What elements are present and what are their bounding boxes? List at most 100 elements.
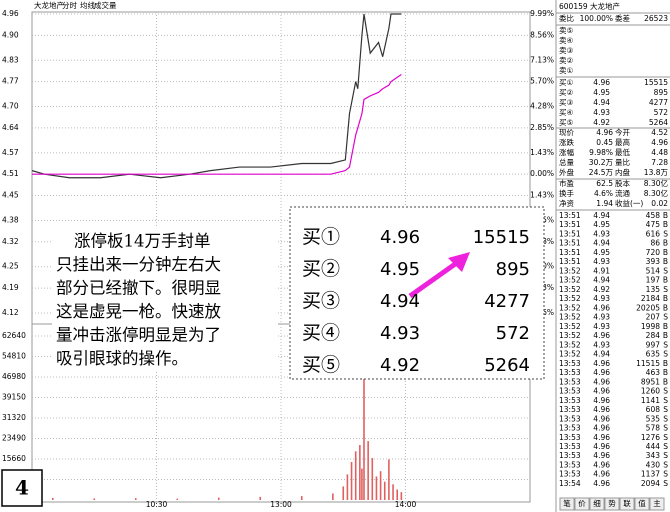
vol-tick-label: 23490 — [2, 434, 26, 443]
tick-side: S — [663, 414, 668, 423]
label: 外盘 — [559, 167, 574, 177]
pct-label: 9.99% — [530, 9, 554, 18]
tick-volume: 1141 — [641, 396, 660, 405]
tick-side: S — [663, 460, 668, 469]
tick-time: 13:52 — [559, 331, 581, 340]
bid-price: 4.93 — [380, 323, 420, 344]
volume-bar — [354, 451, 357, 500]
volume-bar — [51, 497, 54, 500]
tick-time: 13:52 — [559, 350, 581, 359]
tick-volume: 608 — [646, 405, 661, 414]
bid-volume: 572 — [654, 108, 669, 117]
vol-tick-label: 62640 — [2, 331, 26, 340]
tab-label[interactable]: 主 — [653, 498, 661, 508]
volume-bar — [332, 493, 334, 500]
tick-side: B — [663, 276, 668, 285]
tick-volume: 86 — [650, 239, 660, 248]
tab-label[interactable]: 联 — [623, 499, 631, 508]
tick-time: 13:51 — [559, 248, 581, 257]
tick-price: 4.96 — [593, 377, 610, 386]
volume-bar — [346, 474, 349, 500]
label: 收益(一) — [615, 198, 643, 208]
tab[interactable] — [589, 497, 605, 511]
tick-price: 4.96 — [593, 479, 610, 488]
tick-price: 4.96 — [593, 396, 610, 405]
value: 1.94 — [596, 199, 613, 208]
tab-label[interactable]: 细 — [593, 498, 601, 508]
ask-label: 卖③ — [559, 46, 573, 55]
tick-time: 13:52 — [559, 313, 581, 322]
tick-volume: 284 — [646, 331, 661, 340]
tick-volume: 616 — [646, 229, 661, 238]
tick-side: B — [663, 294, 668, 303]
value: 30.2万 — [589, 158, 614, 167]
tab-label[interactable]: 价 — [578, 499, 586, 508]
vol-label: 成交量 — [94, 0, 117, 10]
label: 涨幅 — [559, 147, 574, 157]
volume-bar — [400, 492, 403, 500]
bid-volume: 15515 — [473, 227, 530, 248]
note-line: 量冲击涨停明显是为了 — [56, 326, 221, 345]
bid-label: 买① — [302, 226, 340, 248]
ask-label: 卖⑤ — [559, 26, 573, 35]
pct-label: 1.43% — [530, 191, 554, 200]
tick-time: 13:53 — [559, 442, 581, 451]
tick-time: 13:53 — [559, 460, 581, 469]
volume-bar — [217, 497, 220, 500]
tab[interactable] — [559, 497, 575, 511]
value: 13.8万 — [644, 168, 669, 177]
tab-label[interactable]: 值 — [638, 498, 646, 508]
tab-label[interactable]: 笔 — [563, 498, 571, 508]
tick-volume: 2184 — [641, 294, 660, 303]
value: 4.52 — [651, 128, 668, 137]
tab[interactable] — [574, 497, 590, 511]
label: 委差 — [615, 13, 630, 23]
tick-time: 13:53 — [559, 359, 581, 368]
tab[interactable] — [619, 497, 635, 511]
y-tick-label: 4.25 — [2, 262, 19, 271]
pct-label: 1.43% — [530, 148, 554, 157]
tick-volume: 197 — [646, 276, 661, 285]
label: 总量 — [559, 157, 574, 167]
tab[interactable] — [649, 497, 665, 511]
volume-bar — [359, 445, 361, 500]
tick-price: 4.96 — [593, 405, 610, 414]
tick-volume: 1260 — [641, 387, 660, 396]
tick-volume: 207 — [646, 313, 661, 322]
note-line: 只挂出来一分钟左右大 — [56, 255, 221, 274]
tab[interactable] — [604, 497, 620, 511]
panel-name: 大龙地产 — [590, 1, 620, 11]
bid-volume: 5264 — [649, 118, 668, 127]
tick-side: S — [663, 285, 668, 294]
tick-side: S — [663, 424, 668, 433]
value: 0.02 — [651, 199, 668, 208]
code: 600159 — [559, 2, 588, 11]
volume-bar — [392, 484, 394, 500]
pct-label: 8.56% — [530, 30, 554, 39]
tick-volume: 1276 — [641, 433, 660, 442]
tick-side: B — [663, 377, 668, 386]
volume-bar — [383, 481, 386, 500]
tick-side: S — [663, 433, 668, 442]
ask-label: 卖② — [559, 56, 573, 65]
tick-side: S — [663, 387, 668, 396]
tick-time: 13:52 — [559, 276, 581, 285]
x-tick-label: 14:00 — [395, 500, 417, 509]
tick-price: 4.92 — [593, 285, 610, 294]
tick-price: 4.93 — [593, 322, 610, 331]
tick-price: 4.96 — [593, 303, 610, 312]
tick-price: 4.91 — [593, 266, 610, 275]
tick-side: B — [663, 322, 668, 331]
bid-price: 4.95 — [593, 88, 610, 97]
volume-bar — [176, 498, 179, 500]
label: 股本 — [615, 178, 630, 188]
x-tick-label: 13:00 — [270, 500, 292, 509]
tick-time: 13:52 — [559, 266, 581, 275]
bid-label: 买⑤ — [559, 118, 573, 127]
tick-price: 4.94 — [593, 239, 610, 248]
value: 9.98% — [589, 148, 613, 157]
tab[interactable] — [634, 497, 650, 511]
tab-label[interactable]: 势 — [608, 498, 616, 508]
tick-time: 13:54 — [559, 479, 581, 488]
avg-label: 均线 — [80, 0, 95, 10]
